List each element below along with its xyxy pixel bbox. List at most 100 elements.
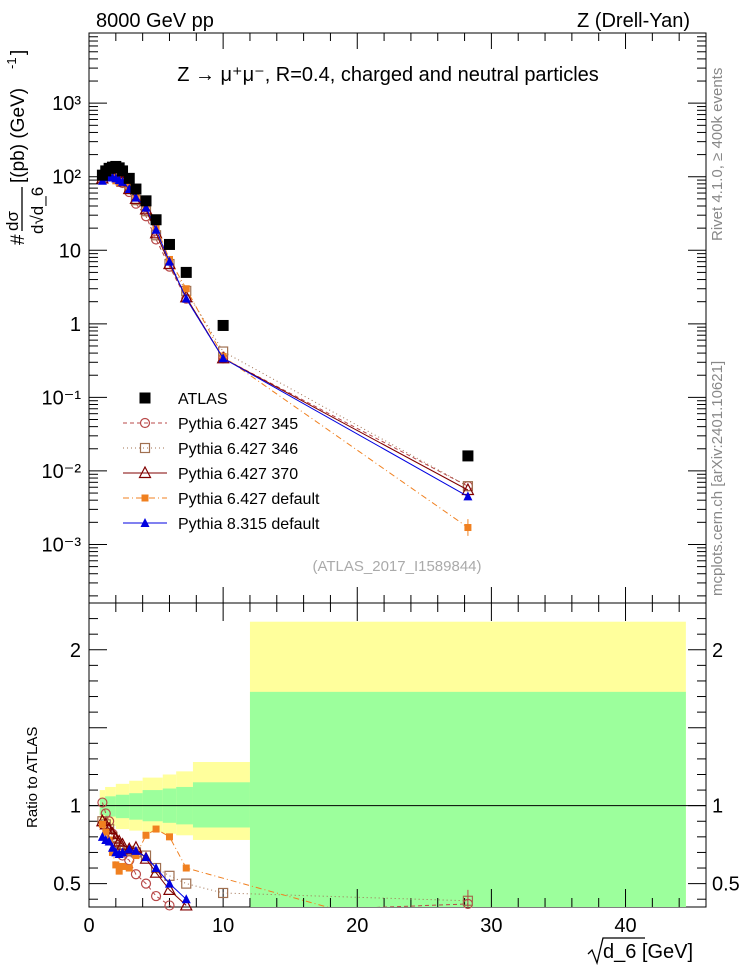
point-atlas [180, 266, 192, 278]
legend-entry-p370: Pythia 6.427 370 [123, 465, 298, 483]
ratio-point-p6def [132, 852, 140, 860]
header-right: Z (Drell-Yan) [577, 10, 690, 32]
band-inner-0 [99, 797, 106, 816]
main-axis-ticks: 10⁻³ 10⁻² 10⁻¹ 1 10 10² 10³ [42, 32, 706, 603]
legend-label-p6def: Pythia 6.427 default [178, 491, 320, 508]
main-y-tick-label: 1 [70, 314, 81, 336]
ratio-point-p6def [152, 825, 160, 833]
main-y-tick-label: 10⁻³ [42, 534, 82, 556]
x-tick-label: 40 [614, 915, 636, 937]
ratio-y-tick-label: 2 [70, 640, 81, 662]
ratio-point-p345 [97, 797, 108, 808]
ratio-axis-ticks: 0.5 0.51 12 20 10 20 30 40 [53, 603, 740, 937]
ratio-point-p346 [218, 887, 229, 899]
watermark: (ATLAS_2017_I1589844) [312, 558, 481, 575]
svg-text:[(pb) (GeV): [(pb) (GeV) [8, 88, 29, 183]
main-y-tick-label: 10² [52, 167, 81, 189]
main-y-tick-label: 10⁻¹ [42, 387, 82, 409]
point-p8 [181, 293, 191, 303]
band-inner-7 [192, 782, 250, 828]
legend-label-p345: Pythia 6.427 345 [178, 416, 298, 433]
legend-entry-p8: Pythia 8.315 default [123, 516, 320, 533]
ratio-point-p6def [102, 828, 110, 836]
point-p8 [218, 353, 228, 363]
point-atlas [130, 183, 142, 195]
rivet-info: Rivet 4.1.0, ≥ 400k events [709, 68, 726, 241]
point-atlas [217, 319, 229, 331]
main-y-axis-label: # dσ d√d_6 [(pb) (GeV) -1 ] [3, 50, 47, 245]
x-tick-label: 20 [346, 915, 368, 937]
x-tick-label: 0 [83, 915, 94, 937]
point-p8 [463, 491, 473, 501]
point-p6def [182, 285, 190, 293]
ratio-line-p346 [102, 820, 468, 902]
point-atlas [163, 238, 175, 250]
ratio-point-p8 [151, 863, 161, 873]
ratio-point-p8 [164, 878, 174, 888]
ratio-point-p345 [130, 869, 142, 880]
point-p8 [151, 224, 161, 234]
y-frac-num: dσ [3, 211, 22, 231]
x-axis-label: d_6 [GeV] [587, 937, 693, 966]
legend-entry-p6def: Pythia 6.427 default [123, 491, 320, 508]
ratio-point-p6def [125, 864, 133, 872]
ratio-y-tick-label: 0.5 [53, 874, 81, 896]
ratio-point-p6def [182, 864, 190, 872]
ratio-point-p6def [112, 861, 120, 869]
ratio-point-p6def [165, 833, 173, 841]
ratio-point-p6def [119, 862, 127, 870]
svg-text:#: # [8, 234, 29, 245]
ratio-point-p6def [108, 848, 116, 856]
mcplots-info: mcplots.cern.ch [arXiv:2401.10621] [709, 361, 726, 596]
ratio-y-tick-label-right: 0.5 [712, 874, 740, 896]
legend-marker-p6def [141, 494, 149, 502]
ratio-series-p8 [97, 831, 191, 904]
ratio-point-p8 [141, 852, 151, 862]
band-inner-8 [249, 691, 686, 907]
legend-marker-p370 [138, 465, 152, 479]
plot-title: Z → μ⁺μ⁻, R=0.4, charged and neutral par… [177, 64, 599, 86]
main-y-tick-label: 10 [59, 240, 81, 262]
main-series [95, 160, 475, 536]
legend-entry-p346: Pythia 6.427 346 [123, 441, 298, 458]
x-tick-label: 10 [212, 915, 234, 937]
ratio-point-p345 [150, 890, 162, 902]
ratio-point-p345 [164, 900, 175, 911]
main-y-tick-label: 10⁻² [42, 461, 82, 483]
ratio-y-axis-label: Ratio to ATLAS [24, 727, 41, 828]
uncertainty-bands [89, 621, 706, 907]
ratio-point-p6def [115, 867, 123, 875]
point-p346 [462, 481, 474, 492]
band-inner-1 [105, 796, 116, 817]
band-inner-3 [129, 793, 143, 820]
legend-label-p370: Pythia 6.427 370 [178, 466, 298, 483]
point-atlas [462, 450, 474, 462]
legend: ATLAS Pythia 6.427 345 Pythia 6.427 346 Pyt… [123, 391, 320, 533]
ratio-point-p8 [104, 836, 114, 846]
ratio-point-p6def [98, 820, 106, 828]
legend-label-p346: Pythia 6.427 346 [178, 441, 298, 458]
point-p8 [131, 192, 141, 202]
ratio-point-p8 [181, 894, 191, 904]
legend-entry-p345: Pythia 6.427 345 [123, 416, 298, 433]
ratio-point-p8 [107, 842, 117, 852]
ratio-point-p370 [179, 898, 193, 911]
ratio-y-tick-label-right: 1 [712, 796, 723, 818]
header-left: 8000 GeV pp [96, 10, 214, 32]
ratio-y-tick-label: 1 [70, 796, 81, 818]
ratio-point-p346 [181, 878, 192, 889]
point-p8 [141, 202, 151, 212]
svg-text:-1: -1 [4, 57, 19, 69]
ratio-point-p8 [124, 844, 134, 854]
point-atlas [117, 165, 129, 177]
x-tick-label: 30 [480, 915, 502, 937]
ratio-point-p345 [140, 878, 152, 889]
legend-marker-p8 [140, 518, 150, 527]
svg-text:]: ] [8, 50, 29, 55]
y-frac-den: d√d_6 [28, 187, 47, 234]
ratio-point-p370 [162, 882, 176, 895]
ratio-y-tick-label-right: 2 [712, 640, 723, 662]
ratio-point-p8 [118, 847, 128, 857]
ratio-point-p6def [142, 831, 150, 839]
